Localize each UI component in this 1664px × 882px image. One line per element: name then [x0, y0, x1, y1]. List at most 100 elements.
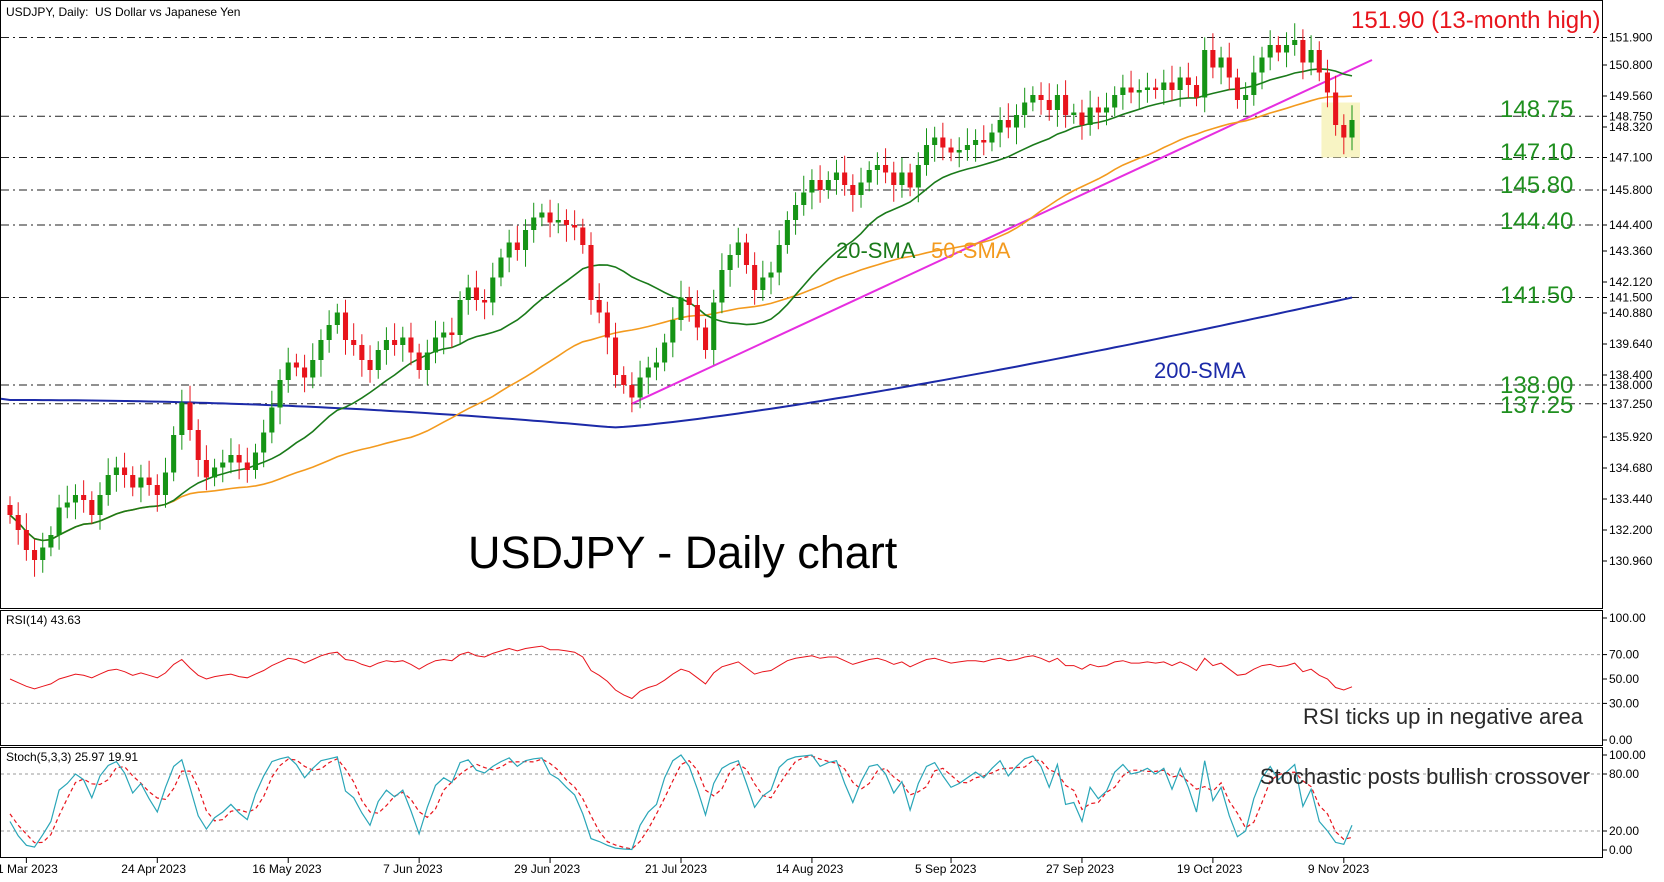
price-tick-label: 133.440 — [1609, 492, 1653, 506]
candle — [342, 299, 349, 355]
candle — [187, 385, 193, 441]
candle — [1259, 46, 1265, 90]
candle — [326, 310, 332, 353]
candle — [56, 494, 62, 550]
price-tick-label: 132.200 — [1609, 523, 1653, 537]
candle — [89, 491, 95, 524]
candle — [809, 169, 815, 210]
candle — [563, 209, 569, 242]
candle — [637, 360, 643, 409]
level-label-138-00: 138.00 — [1500, 372, 1573, 399]
candle — [531, 202, 537, 243]
candle — [1234, 68, 1240, 109]
chart-symbol: USDJPY, Daily: — [6, 5, 88, 19]
candle — [40, 532, 46, 573]
price-tick-label: 144.400 — [1609, 218, 1653, 232]
candle — [522, 219, 529, 267]
candle — [416, 343, 422, 379]
candle — [154, 474, 160, 512]
candles — [7, 23, 1355, 577]
candle — [555, 203, 561, 234]
sma200-label: 200-SMA — [1154, 358, 1246, 383]
candle — [424, 339, 430, 385]
level-label-141-50: 141.50 — [1500, 282, 1573, 309]
candle — [997, 107, 1003, 148]
candle — [1267, 30, 1273, 71]
candle — [302, 354, 308, 393]
candle — [588, 232, 594, 315]
candle — [138, 464, 144, 503]
candle — [670, 307, 676, 358]
x-tick-label: 19 Oct 2023 — [1177, 862, 1243, 876]
level-label-148-75: 148.75 — [1500, 96, 1573, 123]
candle — [653, 347, 659, 381]
candle — [23, 513, 29, 561]
price-tick-label: 143.360 — [1609, 244, 1653, 258]
candle — [130, 466, 136, 497]
candle — [212, 458, 218, 487]
candle — [122, 452, 128, 488]
candle — [1112, 86, 1118, 117]
sma50-label: 50-SMA — [931, 238, 1011, 263]
candle — [506, 229, 512, 273]
candle — [1079, 99, 1085, 140]
candle — [244, 447, 250, 483]
level-label-144-40: 144.40 — [1500, 208, 1573, 235]
candle — [874, 152, 880, 185]
level-label-137-25: 137.25 — [1500, 392, 1573, 419]
candle — [1144, 72, 1150, 103]
stoch-tick-label: 100.00 — [1609, 748, 1646, 762]
candle — [195, 419, 201, 477]
candle — [694, 290, 700, 341]
candle — [261, 419, 267, 468]
candle — [236, 444, 242, 480]
candle — [72, 484, 79, 520]
x-tick-label: 14 Aug 2023 — [776, 862, 844, 876]
candle — [441, 321, 447, 355]
candle — [1030, 86, 1036, 112]
stoch-axis: 100.00 80.00 20.00 0.00 — [1, 748, 1646, 857]
candle — [1013, 104, 1020, 145]
candle — [923, 128, 930, 176]
candle — [1283, 32, 1290, 68]
candle — [285, 347, 291, 393]
candle — [752, 252, 758, 305]
candle — [293, 353, 299, 377]
candle — [64, 485, 70, 519]
candle — [1022, 87, 1028, 128]
candle — [277, 369, 283, 425]
candle — [686, 286, 692, 322]
rsi-line — [9, 645, 1353, 700]
candle — [645, 356, 651, 395]
price-tick-label: 151.900 — [1609, 31, 1653, 45]
rsi-tick-label: 30.00 — [1609, 696, 1639, 710]
candle — [1210, 33, 1216, 79]
candle — [989, 123, 995, 152]
candle — [866, 161, 872, 192]
candle — [719, 253, 725, 314]
rsi-note: RSI ticks up in negative area — [1303, 704, 1584, 729]
chart-title: USDJPY - Daily chart — [468, 527, 898, 578]
candle — [596, 283, 602, 324]
stoch-signal-line — [9, 755, 1353, 850]
candle — [932, 126, 938, 162]
x-tick-label: 27 Sep 2023 — [1046, 862, 1114, 876]
candle — [784, 211, 790, 254]
candle — [539, 203, 545, 227]
x-tick-label: 24 Apr 2023 — [121, 862, 186, 876]
candle — [1095, 96, 1101, 130]
sma20-label: 20-SMA — [836, 238, 916, 263]
candle — [351, 323, 357, 356]
x-tick-label: 9 Nov 2023 — [1308, 862, 1370, 876]
candle — [743, 233, 750, 274]
candle — [547, 199, 553, 238]
rsi-header: RSI(14) 43.63 — [6, 613, 81, 627]
price-tick-label: 141.500 — [1609, 291, 1653, 305]
candle — [629, 372, 635, 413]
candle — [375, 341, 381, 379]
level-lines — [1, 37, 1602, 405]
candle — [612, 322, 619, 388]
candle — [432, 320, 439, 364]
